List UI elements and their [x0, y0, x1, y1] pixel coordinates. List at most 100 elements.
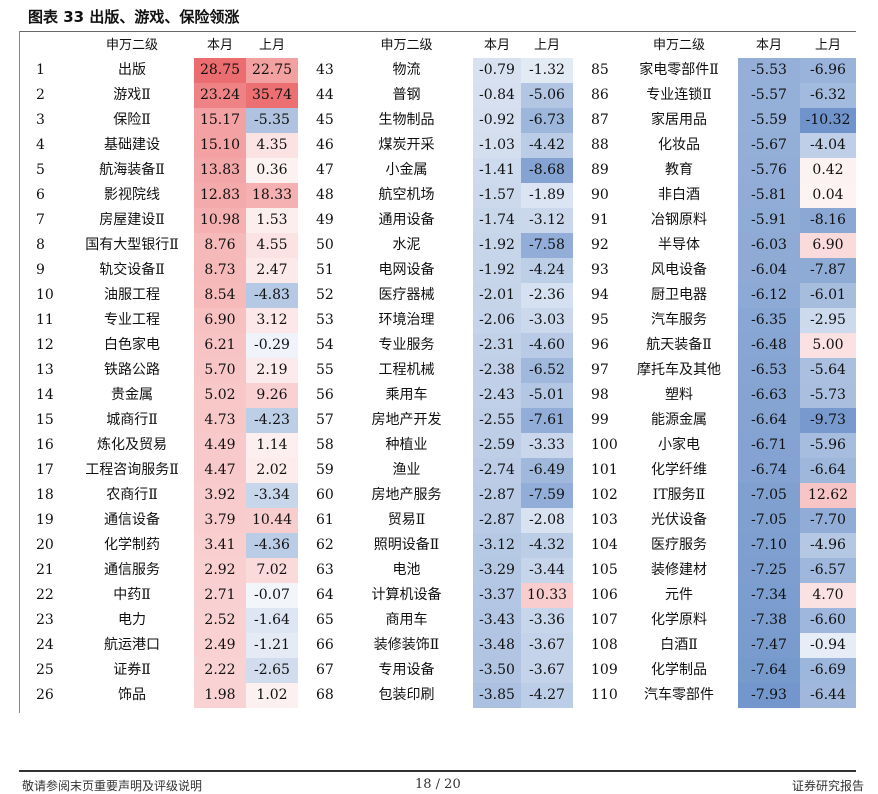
industry-name-cell: 通信服务 — [104, 562, 160, 578]
industry-name-cell: 环境治理 — [378, 312, 435, 328]
last-month-cell: -2.95 — [800, 308, 856, 333]
last-month-cell: -4.83 — [246, 283, 298, 308]
rank-cell: 26 — [36, 687, 54, 703]
this-month-cell: -2.06 — [473, 308, 521, 333]
last-month-cell: -5.06 — [521, 83, 573, 108]
this-month-cell: -1.03 — [473, 133, 521, 158]
industry-name-cell: 工程咨询服务Ⅱ — [85, 462, 179, 478]
rank-cell: 14 — [36, 387, 54, 403]
rank-cell: 62 — [316, 537, 334, 553]
industry-name-cell: 小家电 — [658, 437, 700, 453]
last-month-cell: -3.44 — [521, 558, 573, 583]
industry-name-cell: 家电零部件Ⅱ — [639, 62, 719, 78]
industry-name-cell: 化妆品 — [658, 137, 700, 153]
rank-cell: 52 — [316, 287, 334, 303]
industry-name-cell: 元件 — [665, 587, 693, 603]
rank-cell: 21 — [36, 562, 54, 578]
this-month-cell: -2.74 — [473, 458, 521, 483]
industry-name-cell: 化学制药 — [104, 537, 160, 553]
last-month-cell: -10.32 — [800, 108, 856, 133]
this-month-cell: -0.84 — [473, 83, 521, 108]
rank-cell: 23 — [36, 612, 54, 628]
last-month-cell: 4.55 — [246, 233, 298, 258]
industry-name-cell: 乘用车 — [385, 387, 428, 403]
footer-disclaimer: 敬请参阅末页重要声明及评级说明 — [22, 779, 203, 793]
rank-cell: 64 — [316, 587, 334, 603]
last-month-cell: -6.44 — [800, 683, 856, 708]
last-month-cell: -4.42 — [521, 133, 573, 158]
industry-name-cell: 电池 — [392, 562, 421, 578]
header-last-month: 上月 — [814, 38, 841, 53]
this-month-cell: 8.54 — [194, 283, 246, 308]
this-month-cell: -3.48 — [473, 633, 521, 658]
this-month-cell: -1.92 — [473, 233, 521, 258]
rank-cell: 65 — [316, 612, 334, 628]
industry-name-cell: 出版 — [118, 62, 146, 78]
this-month-cell: -1.74 — [473, 208, 521, 233]
industry-name-cell: 计算机设备 — [371, 587, 442, 603]
last-month-cell: -6.96 — [800, 58, 856, 83]
last-month-cell: -6.01 — [800, 283, 856, 308]
rank-cell: 95 — [591, 312, 609, 328]
industry-name-cell: 专用设备 — [378, 662, 435, 678]
this-month-cell: -7.93 — [738, 683, 800, 708]
this-month-cell: 4.47 — [194, 458, 246, 483]
rank-cell: 85 — [591, 62, 609, 78]
industry-name-cell: 装修装饰Ⅱ — [373, 637, 440, 653]
industry-name-cell: 城商行Ⅱ — [106, 412, 158, 428]
rank-cell: 1 — [36, 62, 45, 78]
last-month-cell: -7.58 — [521, 233, 573, 258]
last-month-cell: -2.36 — [521, 283, 573, 308]
rank-cell: 6 — [36, 187, 45, 203]
rank-cell: 106 — [591, 587, 618, 603]
rank-cell: 98 — [591, 387, 609, 403]
rank-cell: 50 — [316, 237, 334, 253]
industry-name-cell: 通用设备 — [378, 212, 435, 228]
industry-name-cell: 炼化及贸易 — [97, 437, 167, 453]
ranking-table: 申万二级 本月 上月 1 出版 28.75 22.75 2 游戏Ⅱ 23.24 35.74 3 保险Ⅱ 1… — [20, 32, 856, 712]
industry-name-cell: 商用车 — [385, 612, 428, 628]
header-this-month: 本月 — [206, 38, 233, 53]
industry-name-cell: 专业工程 — [104, 312, 160, 328]
last-month-cell: -4.32 — [521, 533, 573, 558]
this-month-cell: -3.29 — [473, 558, 521, 583]
rank-cell: 5 — [36, 162, 45, 178]
last-month-cell: 0.04 — [800, 183, 856, 208]
rank-cell: 58 — [316, 437, 334, 453]
rank-cell: 10 — [36, 287, 54, 303]
industry-name-cell: 航空机场 — [378, 187, 435, 203]
industry-name-cell: 国有大型银行Ⅱ — [85, 237, 179, 253]
last-month-cell: 10.44 — [246, 508, 298, 533]
rank-cell: 13 — [36, 362, 54, 378]
industry-name-cell: 生物制品 — [378, 112, 435, 128]
rank-cell: 108 — [591, 637, 618, 653]
this-month-cell: -0.79 — [473, 58, 521, 83]
this-month-cell: -2.59 — [473, 433, 521, 458]
rank-cell: 54 — [316, 337, 334, 353]
rank-cell: 2 — [36, 87, 45, 103]
this-month-cell: 23.24 — [194, 83, 246, 108]
rank-cell: 25 — [36, 662, 54, 678]
last-month-cell: -0.29 — [246, 333, 298, 358]
industry-name-cell: 化学原料 — [651, 612, 707, 628]
last-month-cell: -5.73 — [800, 383, 856, 408]
this-month-cell: 2.92 — [194, 558, 246, 583]
header-industry: 申万二级 — [105, 38, 158, 53]
this-month-cell: -2.87 — [473, 483, 521, 508]
rank-cell: 18 — [36, 487, 54, 503]
rank-cell: 11 — [36, 312, 54, 328]
this-month-cell: -5.91 — [738, 208, 800, 233]
last-month-cell: -6.52 — [521, 358, 573, 383]
this-month-cell: -6.35 — [738, 308, 800, 333]
this-month-cell: -3.85 — [473, 683, 521, 708]
rank-cell: 110 — [591, 687, 618, 703]
this-month-cell: 12.83 — [194, 183, 246, 208]
this-month-cell: -2.38 — [473, 358, 521, 383]
industry-name-cell: 装修建材 — [651, 562, 707, 578]
last-month-cell: -6.73 — [521, 108, 573, 133]
last-month-cell: -3.36 — [521, 608, 573, 633]
rank-cell: 3 — [36, 112, 45, 128]
last-month-cell: -4.04 — [800, 133, 856, 158]
industry-name-cell: 白色家电 — [104, 337, 160, 353]
industry-name-cell: 厨卫电器 — [651, 287, 707, 303]
